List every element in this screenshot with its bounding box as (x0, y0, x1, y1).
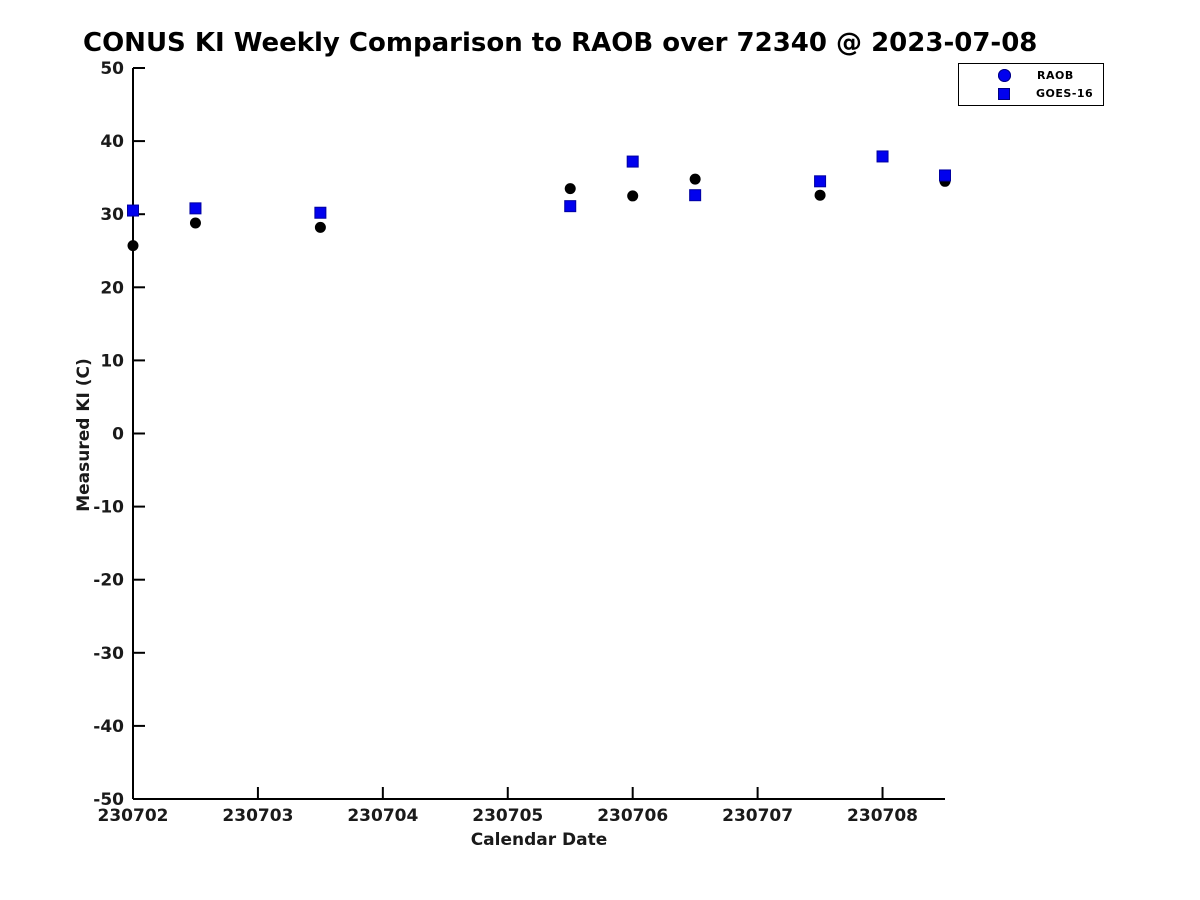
y-tick-label: 10 (100, 351, 124, 371)
y-axis-label: Measured KI (C) (74, 358, 94, 512)
goes16-square-icon (998, 87, 1010, 100)
x-tick-label: 230704 (347, 806, 418, 826)
x-tick-label: 230702 (98, 806, 169, 826)
goes16-point (626, 155, 639, 168)
y-tick-label: -40 (93, 717, 124, 737)
x-tick-label: 230707 (722, 806, 793, 826)
raob-circle-icon (998, 68, 1011, 82)
legend-item-goes16: GOES-16 (959, 86, 1103, 101)
goes16-point (189, 202, 202, 215)
goes16-point (876, 150, 889, 163)
chart-title: CONUS KI Weekly Comparison to RAOB over … (83, 28, 1038, 58)
goes16-point (939, 169, 951, 182)
legend-box: RAOB GOES-16 (958, 63, 1104, 106)
y-tick-label: 0 (112, 425, 124, 445)
goes16-point (127, 204, 139, 217)
legend-item-raob: RAOB (959, 68, 1103, 83)
x-axis-label: Calendar Date (470, 830, 608, 850)
raob-point (314, 221, 326, 233)
y-tick-label: 30 (100, 205, 124, 225)
y-tick-label: 50 (100, 59, 124, 79)
x-tick-label: 230703 (222, 806, 293, 826)
legend-label-goes16: GOES-16 (1036, 87, 1094, 101)
x-tick-label: 230708 (847, 806, 918, 826)
goes16-point (814, 175, 827, 188)
raob-point (564, 183, 576, 195)
raob-point (627, 190, 639, 202)
raob-point (127, 240, 139, 252)
x-tick-label: 230706 (597, 806, 668, 826)
goes16-point (314, 206, 327, 219)
raob-point (189, 217, 201, 229)
y-tick-label: -50 (93, 790, 124, 810)
x-tick-label: 230705 (472, 806, 543, 826)
goes16-point (689, 189, 702, 202)
goes16-point (564, 200, 577, 213)
y-tick-label: -10 (93, 498, 124, 518)
legend-label-raob: RAOB (1037, 68, 1074, 82)
raob-point (814, 189, 826, 201)
y-tick-label: -30 (93, 644, 124, 664)
y-tick-label: 40 (100, 132, 124, 152)
y-tick-label: 20 (100, 278, 124, 298)
y-tick-label: -20 (93, 571, 124, 591)
raob-point (689, 173, 701, 185)
